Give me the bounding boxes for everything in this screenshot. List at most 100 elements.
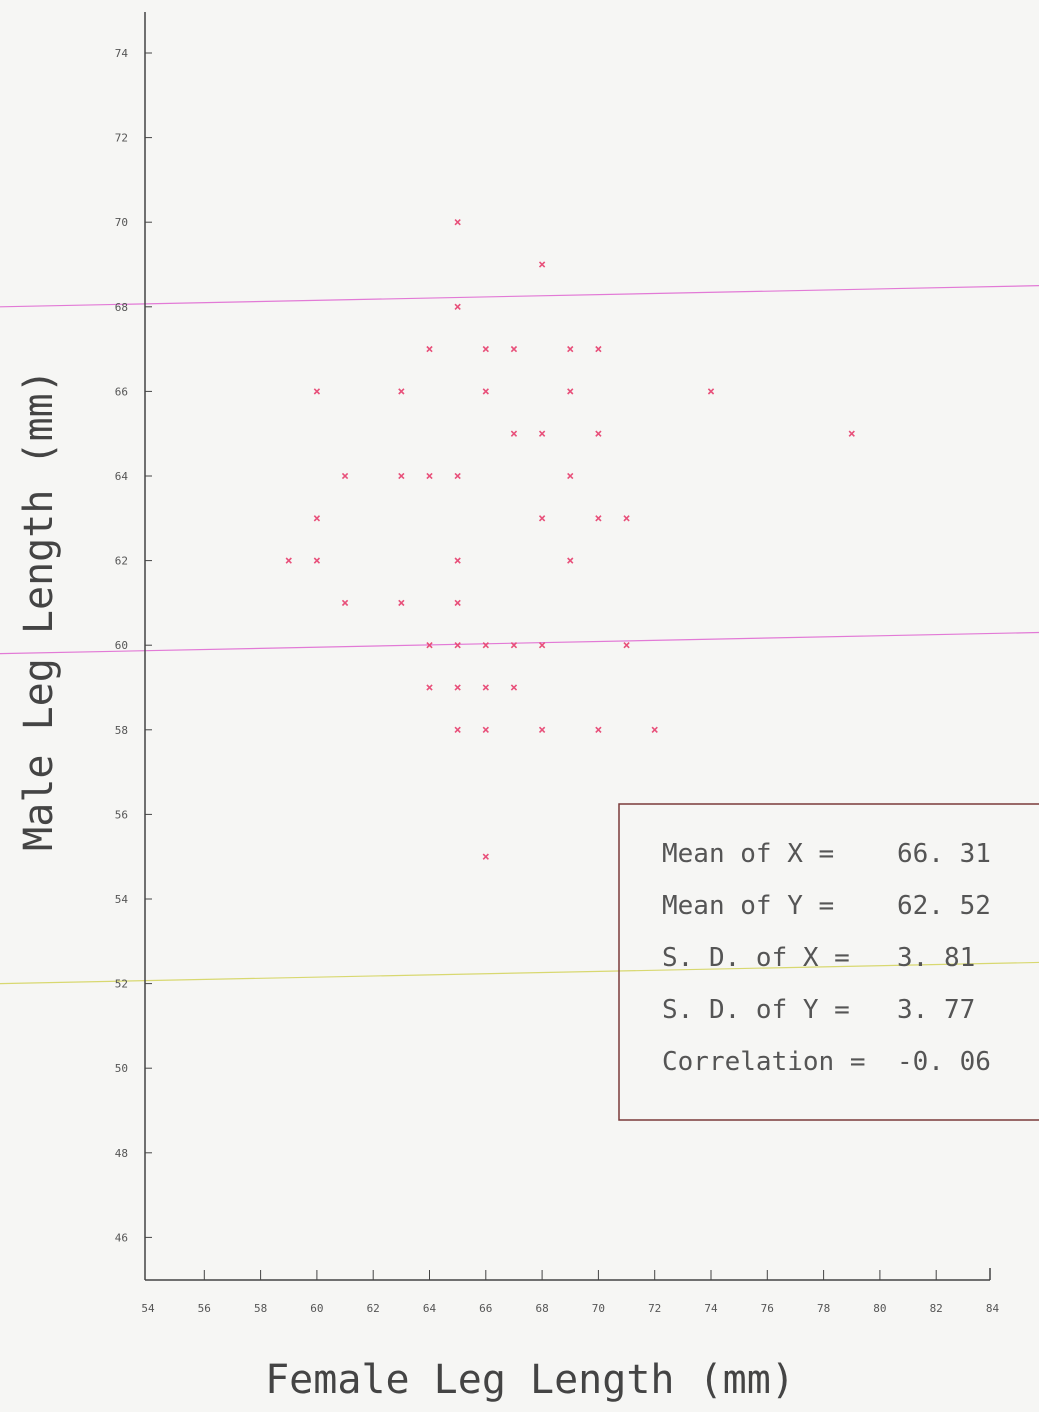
data-point [454,219,461,226]
x-tick-label: 62 [367,1302,380,1315]
data-point [510,684,518,691]
y-tick-label: 52 [115,978,128,991]
stat-label: Mean of Y = [662,891,834,921]
x-tick-label: 82 [930,1302,943,1315]
data-point [426,472,433,480]
stat-label: Correlation = [662,1047,866,1077]
stat-label: S. D. of X = [662,943,850,973]
data-point [538,261,546,268]
x-tick-label: 70 [592,1302,605,1315]
y-tick-label: 66 [115,385,128,398]
x-tick-label: 84 [986,1302,1000,1315]
y-tick-label: 58 [115,724,128,737]
data-point [595,430,602,437]
data-point [623,642,630,649]
data-point [454,726,461,733]
data-point [482,684,489,691]
stat-value: -0. 06 [897,1047,991,1077]
statistics-box: Mean of X = 66. 31 Mean of Y = 62. 52 S. D. … [618,803,1039,1121]
data-point [454,472,461,480]
x-tick-label: 66 [479,1302,492,1315]
data-point [313,557,321,564]
reference-line [0,631,1039,655]
stat-value: 3. 77 [897,995,975,1025]
y-tick-label: 64 [115,470,129,483]
data-point [426,642,433,649]
x-tick-label: 74 [704,1302,718,1315]
data-point [538,430,546,437]
y-tick-label: 56 [115,808,128,821]
data-point [454,642,461,649]
data-point [341,599,349,607]
x-tick-label: 78 [817,1302,830,1315]
data-point [538,515,546,522]
data-point [567,557,574,564]
data-point [398,599,405,607]
data-point [426,684,433,691]
reference-lines [0,285,1039,985]
data-point [567,388,574,395]
stat-value: 66. 31 [897,839,991,869]
y-tick-label: 50 [115,1062,128,1075]
data-point [313,515,321,522]
data-point [651,726,658,733]
x-ticks: 54 56 58 60 62 64 66 68 70 72 74 76 78 80 82 84 [141,1270,999,1315]
y-tick-label: 54 [115,893,129,906]
data-point [398,388,405,395]
data-point [482,726,489,733]
y-tick-label: 68 [115,301,128,314]
stat-label: Mean of X = [662,839,834,869]
x-axis-title: Female Leg Length (mm) [265,1357,795,1403]
x-tick-label: 56 [198,1302,211,1315]
data-point [595,515,602,522]
y-tick-label: 62 [115,555,128,568]
data-point [313,388,321,395]
data-point [482,388,489,395]
y-tick-label: 46 [115,1231,128,1244]
data-point [707,388,715,395]
statistics-box-frame [618,803,1039,1121]
x-tick-label: 64 [423,1302,437,1315]
data-point [341,472,349,480]
data-point [538,726,546,733]
data-point [454,599,461,607]
data-point [567,345,574,353]
data-point [848,430,855,437]
data-point [454,557,461,564]
x-tick-label: 58 [254,1302,267,1315]
data-point [623,515,630,522]
stat-label: S. D. of Y = [662,995,850,1025]
y-ticks: 46 48 50 52 54 56 58 60 62 64 66 68 70 72 74 [115,47,152,1244]
y-tick-label: 60 [115,639,128,652]
data-point [538,642,546,649]
data-point [482,642,489,649]
y-tick-label: 48 [115,1147,128,1160]
data-point [510,345,518,353]
data-point [510,642,518,649]
data-point [398,472,405,480]
x-tick-label: 80 [873,1302,886,1315]
data-point [510,430,518,437]
data-point [454,303,461,310]
data-point [426,345,433,353]
stat-value: 62. 52 [897,891,991,921]
data-point [482,345,489,353]
data-point [482,853,489,860]
stat-value: 3. 81 [897,943,975,973]
data-point [567,472,574,480]
reference-line [0,961,1039,985]
data-point [454,684,461,691]
data-point [285,557,292,564]
x-tick-label: 60 [310,1302,323,1315]
data-points [285,219,855,860]
y-tick-label: 70 [115,216,128,229]
y-axis-title: Male Leg Length (mm) [16,369,62,851]
y-tick-label: 74 [115,47,129,60]
x-tick-label: 54 [141,1302,155,1315]
y-tick-label: 72 [115,132,128,145]
data-point [595,345,602,353]
x-tick-label: 76 [761,1302,774,1315]
x-tick-label: 72 [648,1302,661,1315]
x-tick-label: 68 [535,1302,548,1315]
